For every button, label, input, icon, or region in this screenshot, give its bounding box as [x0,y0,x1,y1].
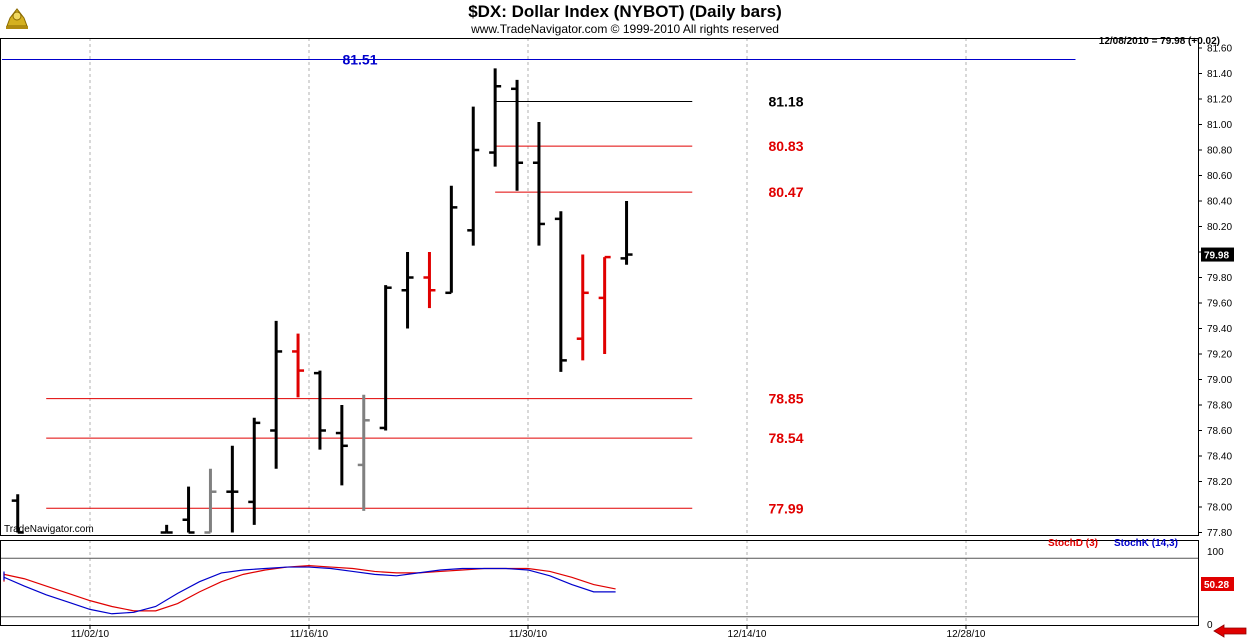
price-tick-label: 81.00 [1207,120,1232,131]
ohlc-bar [576,254,589,361]
date-tick-label: 11/16/10 [290,629,329,640]
ohlc-bar [182,486,195,534]
level-label: 80.47 [768,184,803,200]
date-axis: 11/02/10 11/16/10 11/30/10 12/14/10 12/28/10 [71,625,986,640]
ohlc-bar [204,468,217,534]
price-tick-label: 78.20 [1207,477,1232,488]
last-price-box [1201,247,1234,262]
price-tick-label: 80.60 [1207,171,1232,182]
price-tick-label: 81.40 [1207,69,1232,80]
price-tick-label: 79.60 [1207,299,1232,310]
ohlc-bar [401,252,414,329]
price-axis: 77.80 78.00 78.20 78.40 78.60 78.80 79.00 79.20… [1198,44,1234,539]
scroll-left-arrow-icon[interactable] [1212,624,1248,638]
price-tick-label: 79.20 [1207,350,1232,361]
price-tick-label: 78.00 [1207,503,1232,514]
price-tick-label: 79.40 [1207,324,1232,335]
ohlc-bar [11,494,24,534]
stoch-d-legend: StochD (3) [1048,538,1098,549]
ohlc-bar [532,121,545,246]
stoch-value-label: 50.28 [1204,580,1229,591]
chart-title: $DX: Dollar Index (NYBOT) (Daily bars) [468,2,782,21]
ohlc-bar [489,68,502,167]
level-label: 81.51 [342,51,377,67]
price-panel-frame [0,38,1199,536]
price-tick-label: 80.80 [1207,146,1232,157]
ohlc-bar [554,211,567,372]
date-tick-label: 11/30/10 [509,629,548,640]
price-bars [11,68,633,534]
ohlc-bar [313,370,326,450]
price-tick-label: 80.20 [1207,222,1232,233]
price-tick-label: 78.80 [1207,401,1232,412]
watermark: TradeNavigator.com [4,524,94,535]
level-label: 78.54 [768,430,803,446]
stoch-panel-frame [0,540,1199,626]
chart-subtitle: www.TradeNavigator.com © 1999-2010 All r… [471,22,779,36]
last-price-label: 79.98 [1204,251,1229,262]
stoch-k-line [3,566,616,615]
ohlc-bar [292,333,305,398]
price-tick-label: 79.80 [1207,273,1232,284]
stoch-tick-label: 100 [1207,547,1224,558]
ohlc-bar [226,445,239,533]
price-levels: 81.51 81.18 80.83 80.47 78.85 78.54 77.99 [2,51,1076,516]
date-tick-label: 12/28/10 [947,629,986,640]
price-tick-label: 81.60 [1207,44,1232,55]
price-tick-label: 81.20 [1207,95,1232,106]
stoch-value-box [1201,577,1234,591]
ohlc-bar [620,201,633,265]
stoch-k-legend: StochK (14,3) [1114,538,1178,549]
ohlc-bar [423,252,436,309]
date-tick-label: 11/02/10 [71,629,110,640]
stoch-tick-label: 0 [1207,620,1213,631]
level-label: 77.99 [768,500,803,516]
ohlc-bar [270,320,283,469]
level-label: 78.85 [768,391,803,407]
level-label: 80.83 [768,138,803,154]
level-label: 81.18 [768,94,803,110]
stoch-d-line [3,564,616,612]
last-price-readout: 12/08/2010 = 79.98 (+0.02) [1098,36,1220,47]
ohlc-bar [160,524,173,534]
ohlc-bar [598,255,611,354]
price-tick-label: 78.40 [1207,452,1232,463]
price-tick-label: 77.80 [1207,528,1232,539]
ohlc-bar [248,417,261,525]
trade-navigator-logo-icon [6,8,28,29]
ohlc-bar [511,79,524,191]
ohlc-bar [467,106,480,246]
price-tick-label: 79.00 [1207,375,1232,386]
price-tick-label: 80.40 [1207,197,1232,208]
stochastic-panel: 100 0 50.28 [1,547,1234,631]
ohlc-bar [335,405,348,486]
date-tick-label: 12/14/10 [728,629,767,640]
ohlc-bar [379,285,392,431]
price-tick-label: 78.60 [1207,426,1232,437]
date-gridlines [89,38,967,625]
ohlc-bar [445,185,458,295]
ohlc-bar [357,394,370,511]
chart-frame [0,38,1199,626]
